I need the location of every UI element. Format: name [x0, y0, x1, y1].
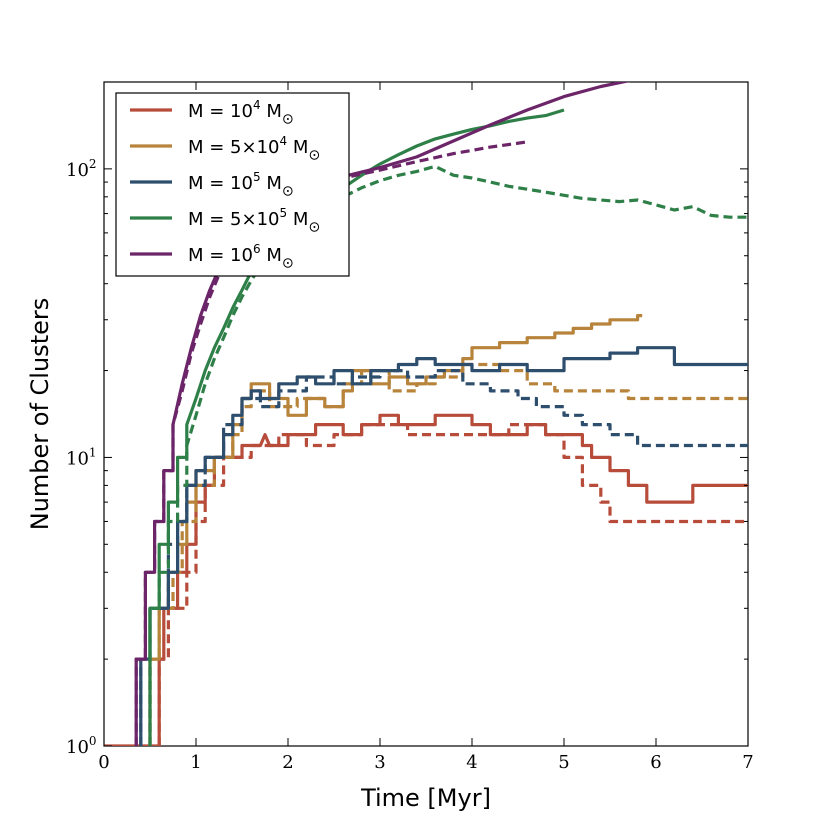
sun-symbol-dot: [286, 190, 289, 192]
tick-marks: [103, 81, 749, 747]
legend-label: M = 106 M: [188, 242, 282, 266]
y-tick-label: 100: [66, 734, 97, 758]
x-tick-label: 6: [650, 752, 661, 773]
sun-symbol-icon: [309, 222, 320, 232]
x-tick-label: 3: [374, 752, 385, 773]
y-tick-labels: 100 101 102: [66, 157, 97, 758]
series-3-dashed-line: [139, 369, 748, 746]
legend: M = 104 M M = 5×104 M M = 105 M M = 5×105 M…: [115, 92, 350, 277]
series-5-dashed-line: [134, 140, 528, 746]
x-axis-label: Time [Myr]: [360, 784, 491, 812]
legend-label: M = 5×105 M: [188, 206, 308, 230]
sun-symbol-dot: [286, 118, 289, 120]
sun-symbol-icon: [309, 150, 320, 160]
plot-area: [103, 81, 749, 747]
x-tick-labels: 0 1 2 3 4 5 6 7: [98, 752, 753, 773]
sun-symbol-icon: [283, 186, 293, 196]
x-tick-label: 5: [558, 752, 569, 773]
legend-label: M = 104 M: [188, 98, 282, 122]
sun-symbol-icon: [283, 258, 293, 268]
y-tick-label: 102: [66, 157, 97, 181]
x-tick-label: 1: [190, 752, 201, 773]
legend-label: M = 105 M: [188, 170, 282, 194]
legend-label: M = 5×104 M: [188, 134, 308, 158]
sun-symbol-dot: [286, 262, 289, 264]
y-tick-label: 101: [66, 445, 97, 469]
x-tick-label: 2: [282, 752, 293, 773]
series-2-dashed-line: [148, 362, 748, 746]
sun-symbol-dot: [313, 226, 316, 228]
x-tick-label: 0: [98, 752, 109, 773]
x-tick-label: 7: [742, 752, 753, 773]
x-tick-label: 4: [466, 752, 477, 773]
y-axis-label: Number of Clusters: [26, 298, 54, 531]
series-2-solid-line: [148, 314, 643, 746]
sun-symbol-icon: [283, 114, 293, 124]
series-1-dashed-line: [157, 423, 748, 746]
legend-box: [115, 92, 350, 277]
sun-symbol-dot: [313, 154, 316, 156]
